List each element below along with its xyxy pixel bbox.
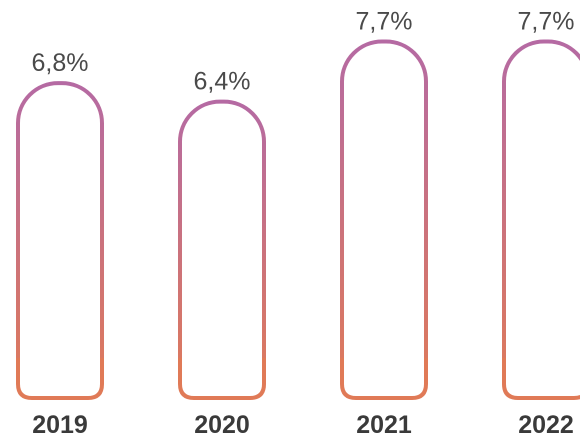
bar-base-2022 <box>502 358 580 400</box>
bars-group <box>16 39 580 401</box>
value-label-2021: 7,7% <box>356 7 413 35</box>
category-labels-group: 2019 2020 2021 2022 <box>32 411 574 439</box>
value-label-2022: 7,7% <box>518 7 575 35</box>
value-label-2020: 6,4% <box>194 68 251 96</box>
bar-2022 <box>502 39 580 400</box>
category-label-2022: 2022 <box>518 411 574 439</box>
bar-2021 <box>340 39 428 401</box>
bar-base-2021 <box>340 358 428 400</box>
category-label-2021: 2021 <box>356 411 412 439</box>
bar-base-2019 <box>16 358 104 400</box>
category-label-2019: 2019 <box>32 411 88 439</box>
value-label-2019: 6,8% <box>32 49 89 77</box>
bar-2019 <box>16 81 104 400</box>
bar-2020 <box>178 99 266 401</box>
bar-base-2020 <box>178 358 266 400</box>
category-label-2020: 2020 <box>194 411 250 439</box>
value-labels-group: 6,8% 6,4% 7,7% 7,7% <box>32 7 575 95</box>
